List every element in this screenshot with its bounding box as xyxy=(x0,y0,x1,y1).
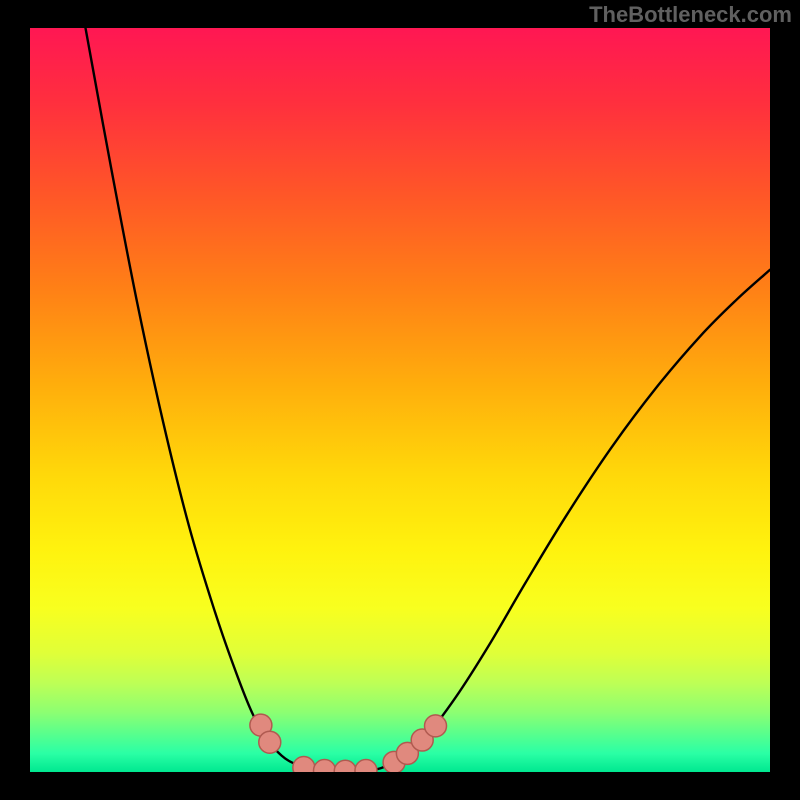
curve-marker xyxy=(425,715,447,737)
plot-background xyxy=(30,28,770,772)
watermark-label: TheBottleneck.com xyxy=(589,2,792,28)
curve-marker xyxy=(259,731,281,753)
